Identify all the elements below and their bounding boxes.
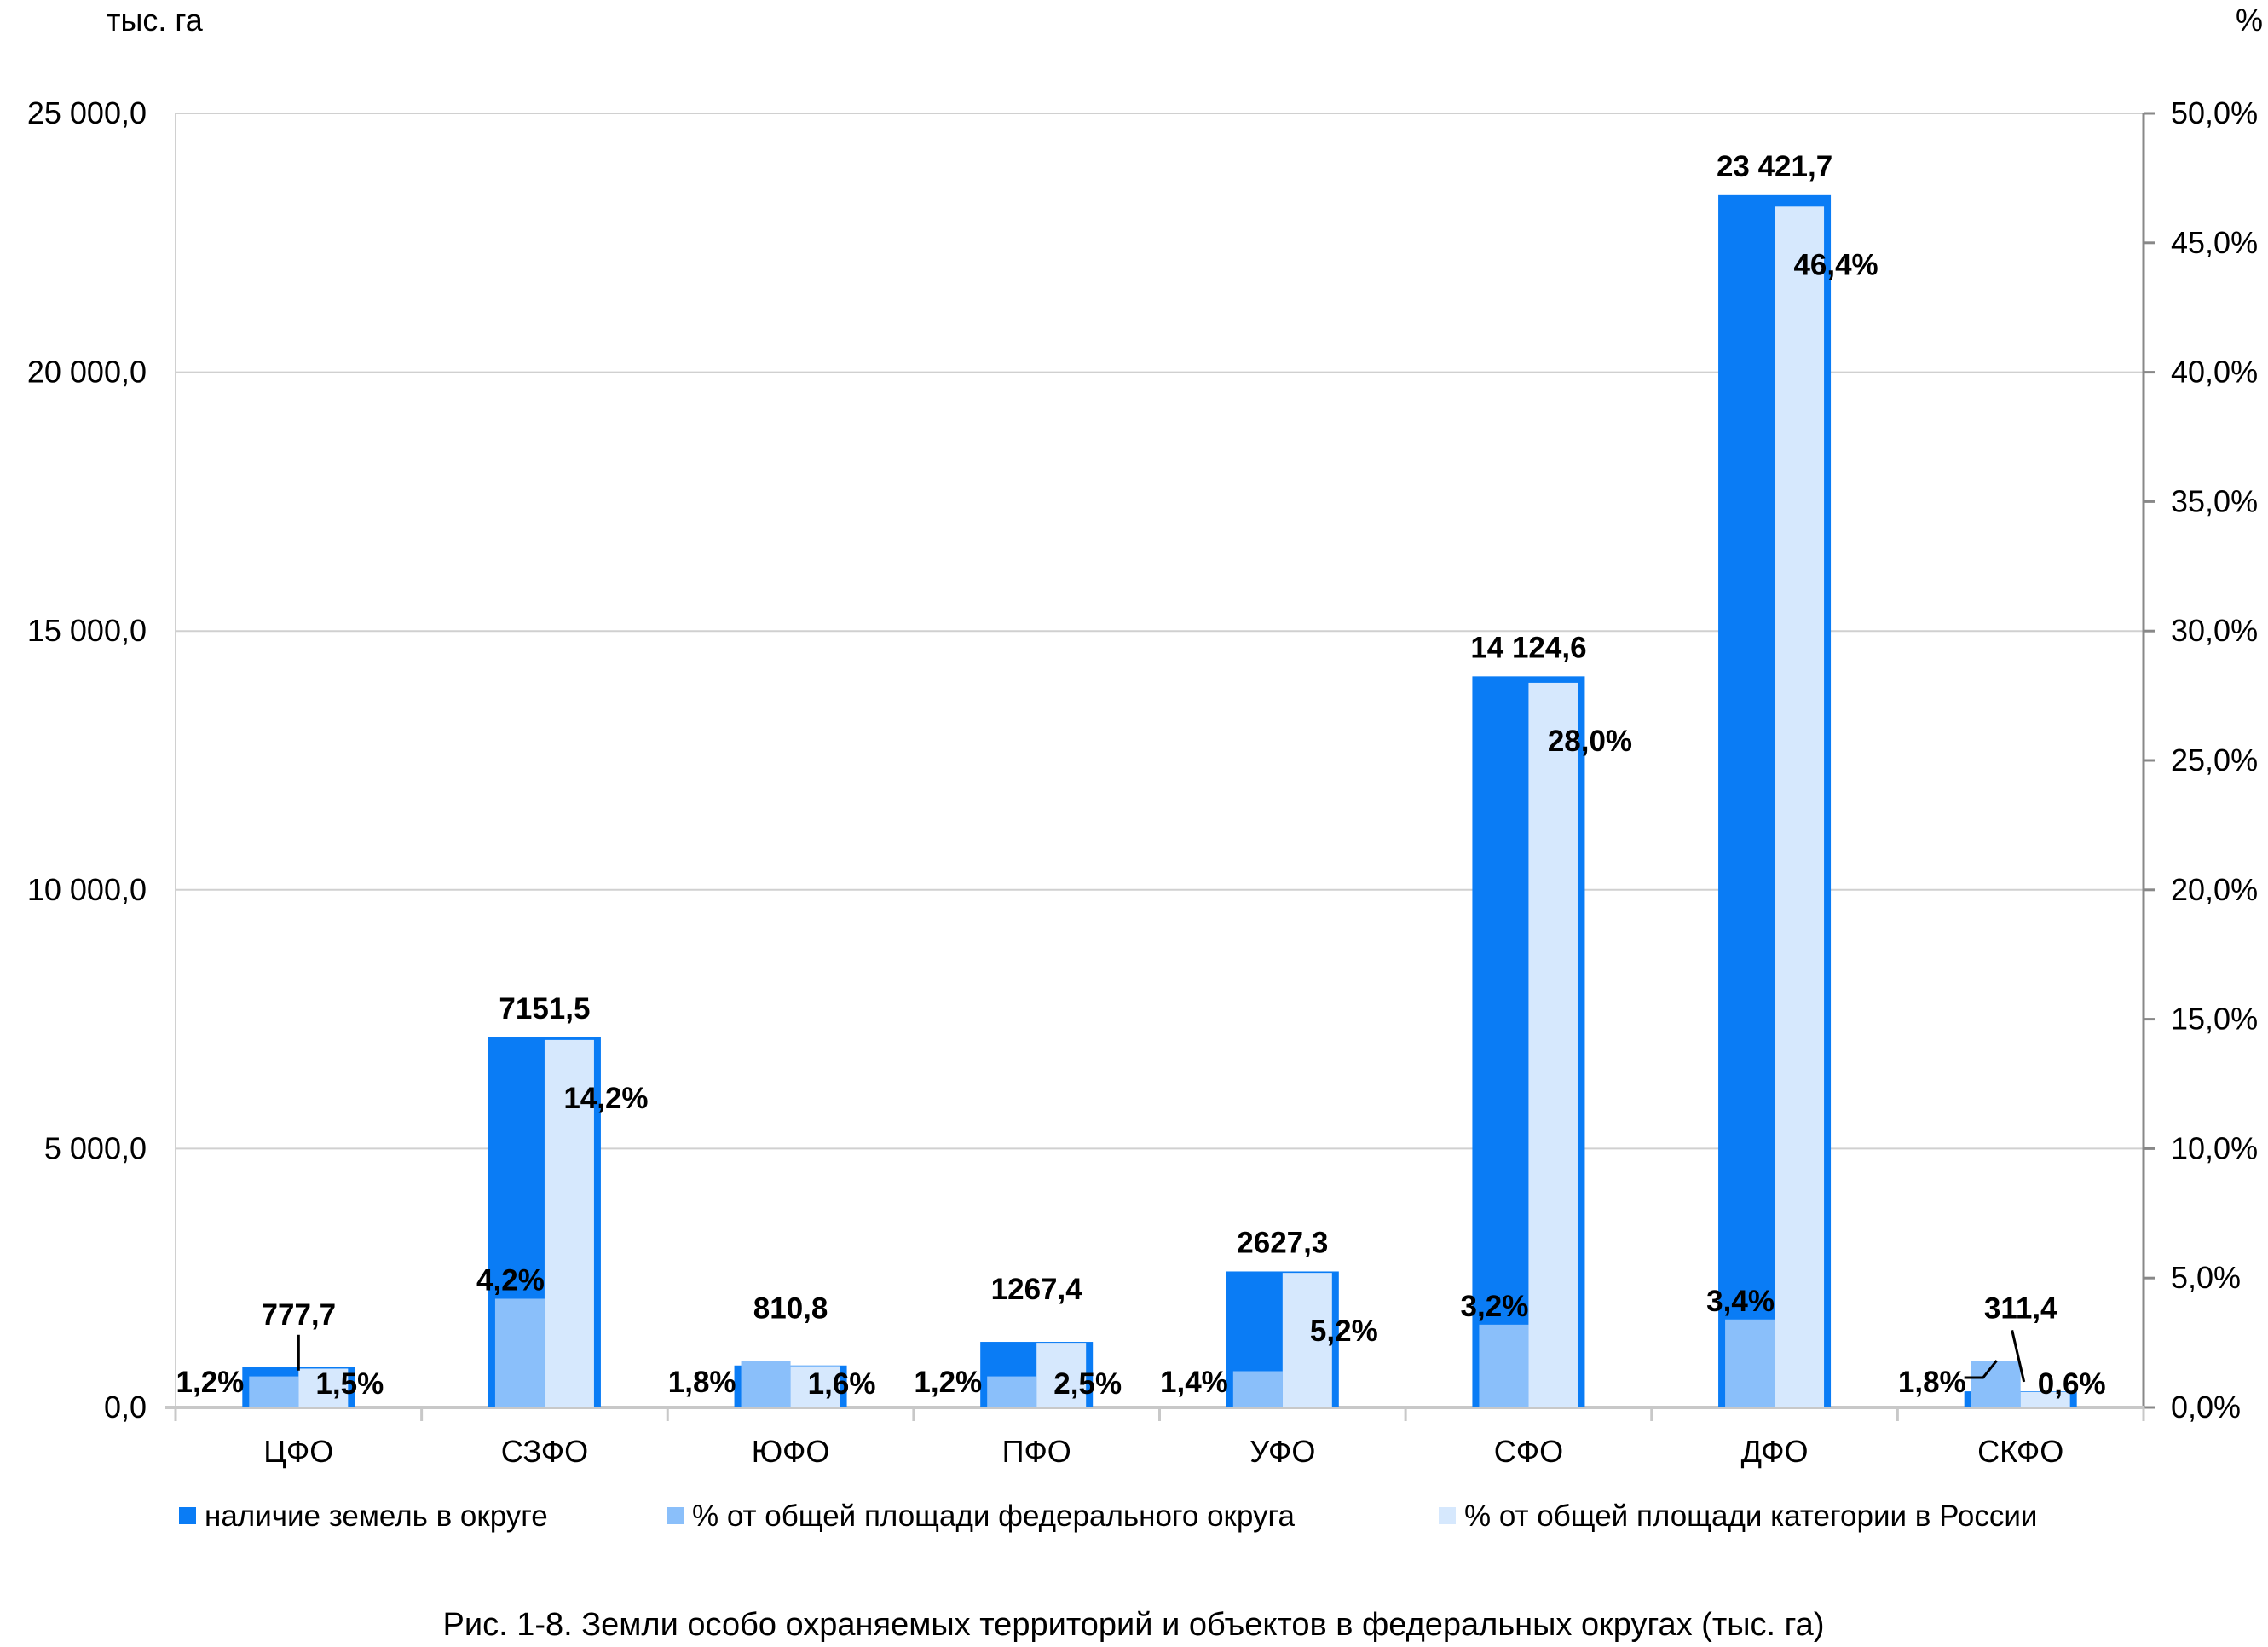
data-label-pct-russia: 5,2%: [1310, 1315, 1378, 1348]
y-tick-label: 0,0: [104, 1390, 147, 1425]
y2-tick-label: 5,0%: [2171, 1260, 2241, 1295]
leader-line: [2011, 1330, 2026, 1383]
data-label-land-area: 1267,4: [991, 1273, 1083, 1306]
x-tick-label: ДФО: [1741, 1434, 1809, 1469]
y2-tick-label: 20,0%: [2171, 872, 2258, 907]
bar-pct-russia: [298, 1368, 349, 1407]
data-label-land-area: 777,7: [262, 1298, 337, 1332]
data-label-pct-russia: 14,2%: [563, 1082, 648, 1115]
y-tick-label: 20 000,0: [27, 355, 147, 390]
data-label-pct-district: 1,8%: [1898, 1366, 1966, 1399]
data-label-pct-russia: 1,6%: [808, 1367, 876, 1401]
bar-pct-russia: [1775, 206, 1825, 1407]
bar-pct-district: [1725, 1319, 1775, 1407]
data-label-land-area: 14 124,6: [1470, 631, 1586, 664]
bar-pct-district: [741, 1361, 791, 1407]
x-tick-label: СФО: [1494, 1434, 1563, 1469]
data-label-pct-russia: 1,5%: [315, 1367, 384, 1401]
legend-label: % от общей площади категории в России: [1464, 1500, 2037, 1533]
x-tick-label: УФО: [1249, 1434, 1315, 1469]
data-label-pct-district: 4,2%: [476, 1263, 545, 1297]
data-label-land-area: 311,4: [1984, 1292, 2057, 1325]
data-label-pct-russia: 0,6%: [2038, 1367, 2106, 1401]
legend: наличие земель в округе % от общей площад…: [179, 1500, 2037, 1533]
data-label-land-area: 7151,5: [499, 992, 590, 1026]
data-label-land-area: 23 421,7: [1717, 150, 1832, 183]
bar-pct-district: [1479, 1324, 1529, 1407]
legend-label: наличие земель в округе: [205, 1500, 548, 1533]
bar-pct-russia: [2020, 1391, 2070, 1407]
bar-pct-district: [494, 1298, 545, 1407]
bar-pct-district: [1232, 1371, 1283, 1407]
bar-pct-russia: [1282, 1273, 1332, 1407]
bar-pct-russia: [544, 1039, 594, 1407]
data-label-pct-district: 1,8%: [668, 1366, 736, 1399]
data-label-pct-district: 3,4%: [1706, 1285, 1775, 1318]
bar-pct-district: [987, 1376, 1037, 1407]
y2-tick-label: 50,0%: [2171, 95, 2258, 130]
data-label-pct-district: 1,2%: [914, 1366, 982, 1399]
x-tick-label: ЦФО: [263, 1434, 333, 1469]
legend-label: % от общей площади федерального округа: [692, 1500, 1295, 1533]
data-label-pct-russia: 28,0%: [1548, 725, 1632, 758]
y2-tick-label: 40,0%: [2171, 355, 2258, 390]
bar-pct-russia: [1036, 1343, 1087, 1407]
legend-swatch: [179, 1507, 196, 1524]
figure-caption: Рис. 1-8. Земли особо охраняемых террито…: [443, 1607, 1825, 1643]
leader-line: [1964, 1360, 1998, 1379]
bar-pct-russia: [790, 1366, 840, 1407]
bar-pct-district: [1971, 1361, 2021, 1407]
y-tick-label: 15 000,0: [27, 613, 147, 648]
y2-tick-label: 15,0%: [2171, 1002, 2258, 1037]
y-axis-title: тыс. га: [107, 3, 204, 38]
data-label-land-area: 2627,3: [1237, 1226, 1328, 1259]
x-tick-label: ЮФО: [752, 1434, 830, 1469]
y2-tick-label: 10,0%: [2171, 1130, 2258, 1165]
data-label-pct-district: 3,2%: [1461, 1290, 1529, 1323]
y2-tick-label: 30,0%: [2171, 613, 2258, 648]
x-tick-label: ПФО: [1002, 1434, 1071, 1469]
y2-tick-label: 25,0%: [2171, 743, 2258, 777]
y2-axis-title: %: [2236, 3, 2263, 38]
data-label-pct-district: 1,4%: [1160, 1366, 1228, 1399]
bar-pct-district: [249, 1376, 299, 1407]
y-tick-label: 5 000,0: [44, 1130, 147, 1165]
data-label-pct-russia: 2,5%: [1053, 1367, 1122, 1401]
y-tick-label: 10 000,0: [27, 872, 147, 907]
x-tick-label: СЗФО: [501, 1434, 588, 1469]
y2-tick-label: 0,0%: [2171, 1390, 2241, 1425]
x-tick-label: СКФО: [1977, 1434, 2063, 1469]
y2-tick-label: 45,0%: [2171, 225, 2258, 260]
legend-swatch: [1439, 1507, 1456, 1524]
y2-tick-label: 35,0%: [2171, 483, 2258, 518]
y-tick-label: 25 000,0: [27, 95, 147, 130]
bar-pct-russia: [1528, 682, 1578, 1407]
data-label-pct-district: 1,2%: [176, 1366, 245, 1399]
data-label-pct-russia: 46,4%: [1793, 248, 1878, 281]
data-label-land-area: 810,8: [753, 1292, 828, 1325]
legend-swatch: [667, 1507, 684, 1524]
